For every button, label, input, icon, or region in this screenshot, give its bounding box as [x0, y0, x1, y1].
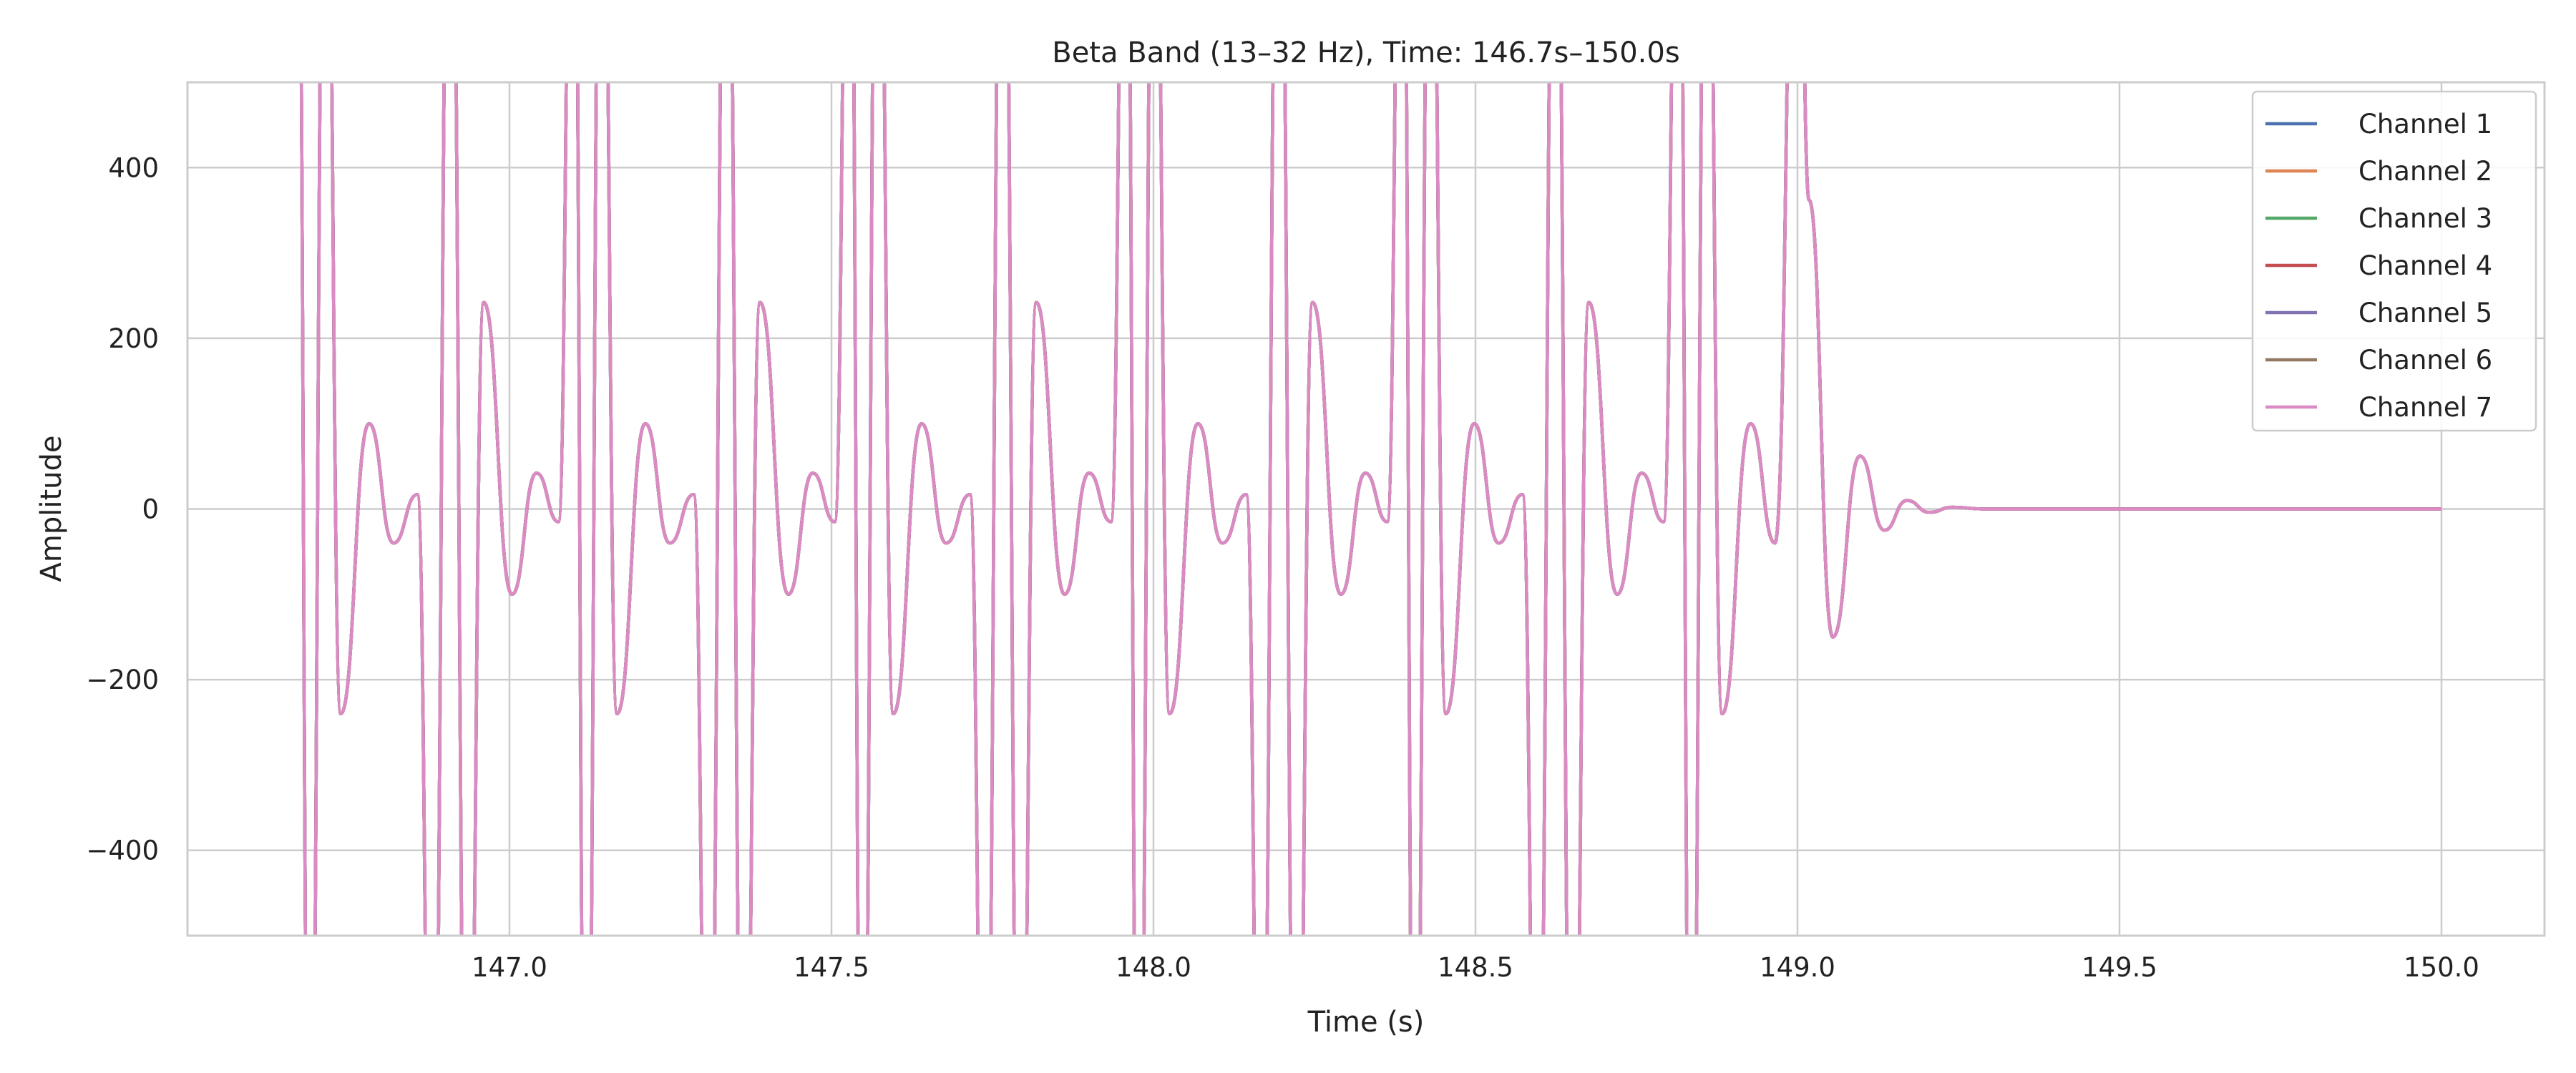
x-axis-label: Time (s) [1307, 1006, 1425, 1039]
x-tick-label: 149.0 [1760, 952, 1835, 983]
y-axis-label: Amplitude [35, 436, 68, 582]
legend: Channel 1 Channel 2 Channel 3 Channel 4 Chan… [2251, 90, 2537, 432]
legend-label: Channel 3 [2358, 203, 2492, 234]
x-tick-label: 148.5 [1438, 952, 1513, 983]
x-tick-label: 147.0 [472, 952, 547, 983]
y-tick-label: 200 [108, 323, 159, 354]
legend-label: Channel 7 [2358, 392, 2492, 423]
legend-label: Channel 4 [2358, 250, 2492, 281]
y-ticks: −400 −200 0 200 400 [86, 152, 159, 866]
legend-label: Channel 5 [2358, 298, 2492, 328]
x-ticks: 147.0 147.5 148.0 148.5 149.0 149.5 150.0 [472, 952, 2479, 983]
y-tick-label: −200 [86, 665, 159, 695]
y-tick-label: 400 [108, 152, 159, 183]
plot-frame [186, 81, 2546, 937]
x-tick-label: 148.0 [1116, 952, 1191, 983]
legend-label: Channel 1 [2358, 109, 2492, 139]
chart-title: Beta Band (13–32 Hz), Time: 146.7s–150.0… [1052, 36, 1679, 69]
series-line-channel-7 [299, 82, 2441, 936]
legend-label: Channel 6 [2358, 345, 2492, 376]
x-tick-label: 149.5 [2082, 952, 2157, 983]
y-tick-label: 0 [142, 494, 159, 525]
x-tick-label: 147.5 [794, 952, 869, 983]
x-tick-label: 150.0 [2404, 952, 2479, 983]
legend-box [2251, 90, 2537, 432]
y-tick-label: −400 [86, 836, 159, 866]
legend-label: Channel 2 [2358, 156, 2492, 187]
series-lines [299, 82, 2441, 936]
